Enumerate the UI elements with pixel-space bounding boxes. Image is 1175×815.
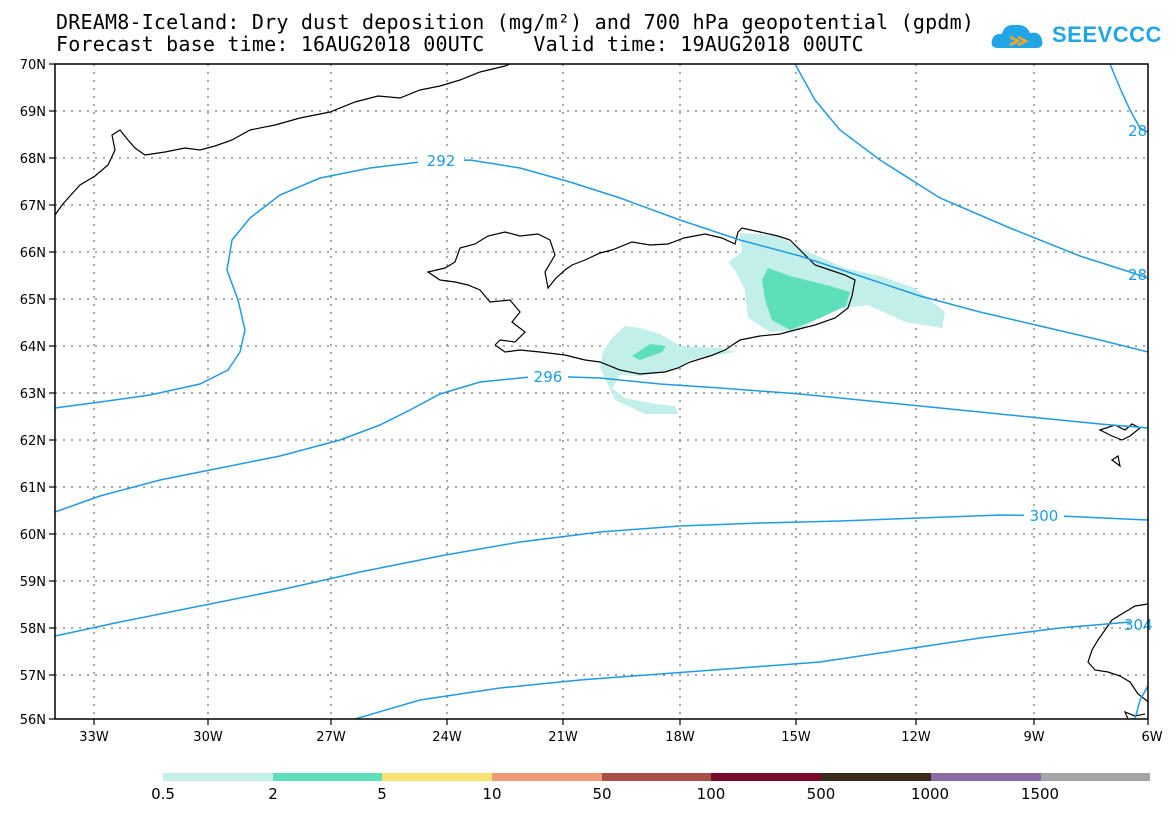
contour-296 [54, 375, 1149, 513]
lat-label: 65N [20, 293, 46, 308]
cloud-icon [991, 24, 1043, 48]
lat-label: 66N [20, 246, 46, 261]
lon-label: 6W [1141, 730, 1162, 745]
contour-292 [54, 159, 1149, 409]
colorbar-segment [821, 773, 931, 781]
contour-300 [54, 514, 1149, 637]
contour-304 [354, 621, 1131, 720]
colorbar-segment [163, 773, 273, 781]
lat-label: 68N [20, 152, 46, 167]
contour-308 [1134, 685, 1149, 720]
forecast-times: Forecast base time: 16AUG2018 00UTC Vali… [56, 32, 864, 56]
contour-labels: 292 296 300 28 28 304 [418, 122, 1153, 634]
dust-area-east-core [762, 268, 850, 330]
lat-label: 67N [20, 199, 46, 214]
colorbar-label: 2 [268, 785, 278, 803]
colorbar-segment [930, 773, 1041, 781]
lon-label: 18W [665, 730, 695, 745]
lat-label: 59N [20, 575, 46, 590]
contour-label-288-b: 28 [1128, 266, 1147, 284]
colorbar-segment [1040, 773, 1151, 781]
colorbar-label: 1500 [1020, 785, 1060, 803]
lat-label: 60N [20, 528, 46, 543]
seevccc-logo [991, 24, 1043, 48]
colorbar [163, 773, 1151, 781]
dust-area-south [600, 326, 735, 414]
lon-label: 21W [548, 730, 578, 745]
iceland-coast [426, 227, 856, 375]
colorbar-segment [382, 773, 493, 781]
map-title: DREAM8-Iceland: Dry dust deposition (mg/… [56, 10, 975, 34]
colorbar-label: 500 [806, 785, 836, 803]
lon-label: 27W [316, 730, 346, 745]
colorbar-segment [272, 773, 383, 781]
colorbar-segment [601, 773, 712, 781]
lon-label: 24W [432, 730, 462, 745]
lat-label: 61N [20, 481, 46, 496]
lon-label: 9W [1023, 730, 1044, 745]
contour-label-304: 304 [1124, 616, 1153, 634]
coastlines [54, 63, 1149, 720]
colorbar-label: 5 [377, 785, 387, 803]
colorbar-segment [711, 773, 822, 781]
lat-ticks [49, 63, 55, 720]
contour-288-north [794, 63, 1149, 279]
lon-labels: 33W 30W 27W 24W 21W 18W 15W 12W 9W 6W [79, 730, 1162, 745]
lat-label: 58N [20, 622, 46, 637]
colorbar-label: 0.5 [151, 785, 175, 803]
colorbar-label: 10 [482, 785, 502, 803]
faroe-coast [1098, 423, 1142, 468]
lat-label: 69N [20, 105, 46, 120]
dust-deposition-shading [600, 233, 945, 414]
grid [55, 64, 1148, 719]
colorbar-label: 50 [592, 785, 612, 803]
lat-label: 56N [20, 713, 46, 728]
lon-label: 33W [79, 730, 109, 745]
contour-288-corner [1109, 63, 1149, 133]
colorbar-label: 1000 [910, 785, 950, 803]
colorbar-label: 100 [696, 785, 726, 803]
greenland-coast [54, 63, 511, 216]
lat-label: 70N [20, 58, 46, 73]
geopotential-contours [54, 63, 1149, 720]
dust-area-south-core [632, 344, 666, 360]
logo-text: SEEVCCC [1052, 22, 1162, 47]
lat-label: 64N [20, 340, 46, 355]
map-frame [54, 63, 1149, 720]
lon-label: 30W [193, 730, 223, 745]
lat-labels: 70N 69N 68N 67N 66N 65N 64N 63N 62N 61N … [20, 58, 46, 728]
scotland-coast [1087, 603, 1149, 720]
contour-label-288-a: 28 [1128, 122, 1147, 140]
contour-label-292: 292 [427, 152, 456, 170]
lat-label: 62N [20, 434, 46, 449]
contour-label-296: 296 [534, 368, 563, 386]
lon-ticks [93, 719, 1149, 725]
colorbar-segment [492, 773, 602, 781]
lat-label: 63N [20, 387, 46, 402]
lon-label: 15W [781, 730, 811, 745]
lon-label: 12W [901, 730, 931, 745]
contour-label-300: 300 [1030, 507, 1059, 525]
lat-label: 57N [20, 669, 46, 684]
